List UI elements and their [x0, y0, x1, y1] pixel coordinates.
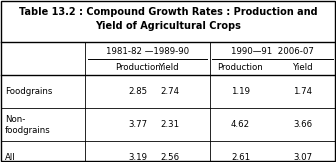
Text: All: All: [5, 153, 16, 162]
Text: 3.66: 3.66: [293, 120, 312, 129]
Text: 2.56: 2.56: [160, 153, 179, 162]
Text: Yield: Yield: [293, 64, 313, 73]
Text: foodgrains: foodgrains: [5, 126, 51, 135]
Text: Non-: Non-: [5, 115, 26, 124]
Text: 3.07: 3.07: [293, 153, 312, 162]
Text: 1990—91  2006-07: 1990—91 2006-07: [231, 47, 314, 57]
Text: Foodgrains: Foodgrains: [5, 87, 52, 96]
Text: 1.74: 1.74: [293, 87, 312, 96]
Text: 1981-82 —1989-90: 1981-82 —1989-90: [106, 47, 189, 57]
Text: Table 13.2 : Compound Growth Rates : Production and: Table 13.2 : Compound Growth Rates : Pro…: [19, 7, 317, 17]
Text: 4.62: 4.62: [231, 120, 250, 129]
Text: 3.19: 3.19: [128, 153, 147, 162]
Text: 2.31: 2.31: [160, 120, 179, 129]
Text: Production: Production: [115, 64, 160, 73]
Text: Yield: Yield: [159, 64, 180, 73]
Text: 3.77: 3.77: [128, 120, 147, 129]
Text: 2.85: 2.85: [128, 87, 147, 96]
Text: Yield of Agricultural Crops: Yield of Agricultural Crops: [95, 21, 241, 31]
Text: Production: Production: [218, 64, 263, 73]
Text: 1.19: 1.19: [231, 87, 250, 96]
Text: 2.74: 2.74: [160, 87, 179, 96]
Text: 2.61: 2.61: [231, 153, 250, 162]
